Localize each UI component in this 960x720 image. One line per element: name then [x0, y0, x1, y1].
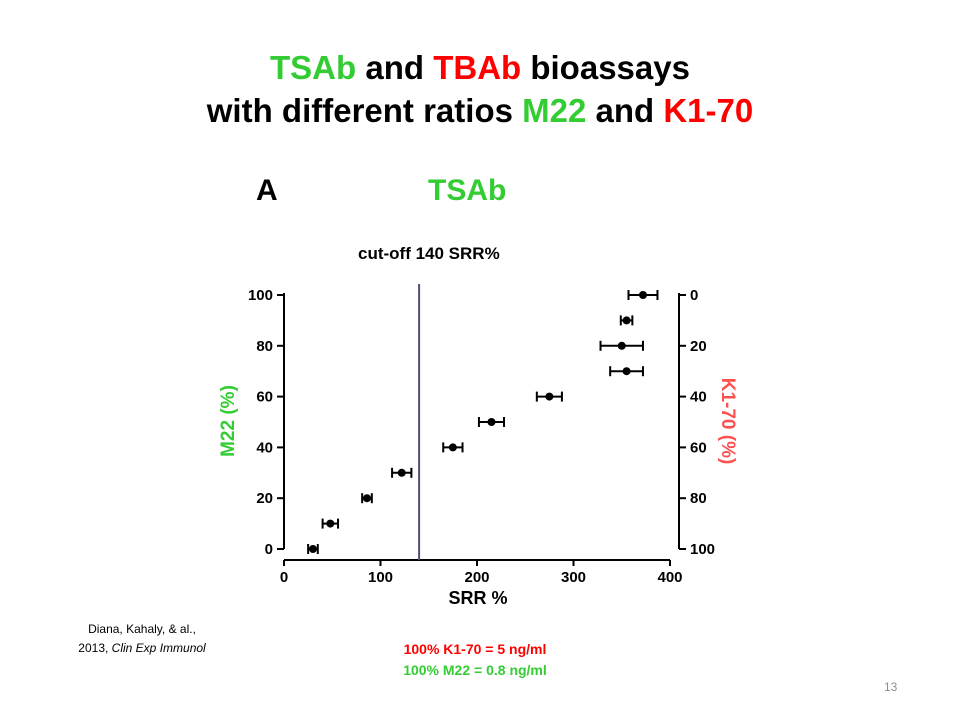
- point-marker: [326, 519, 335, 528]
- note-k170: 100% K1-70 = 5 ng/ml: [403, 641, 547, 657]
- point-marker: [638, 291, 647, 299]
- citation: Diana, Kahaly, & al., 2013, Clin Exp Imm…: [62, 620, 222, 658]
- x-tick-label: 0: [280, 569, 288, 586]
- point-marker: [397, 468, 406, 477]
- point-marker: [448, 443, 457, 452]
- cutoff-label: cut-off 140 SRR%: [358, 244, 500, 263]
- point-marker: [545, 392, 554, 401]
- slide-title: TSAb and TBAb bioassays with different r…: [0, 46, 960, 132]
- data-point: [627, 290, 659, 300]
- title-part: M22: [522, 92, 587, 129]
- data-point: [477, 417, 506, 427]
- data-point: [321, 518, 340, 529]
- y-ticks-left: 0 20 40 60 80 100: [248, 287, 284, 558]
- y-tick-label: 60: [256, 389, 273, 406]
- y-ticks-right: 0 20 40 60 80 100: [679, 287, 715, 558]
- point-marker: [622, 367, 631, 376]
- citation-year: 2013,: [78, 641, 112, 655]
- y-tick-label: 20: [256, 490, 273, 507]
- point-marker: [617, 341, 626, 350]
- point-marker: [487, 418, 496, 426]
- data-point: [442, 442, 464, 453]
- y2-tick-label: 60: [690, 439, 707, 456]
- point-marker: [622, 316, 631, 325]
- data-point: [361, 493, 373, 504]
- data-point: [535, 391, 563, 402]
- title-part: bioassays: [521, 49, 690, 86]
- x-tick-label: 200: [464, 569, 489, 586]
- data-point: [599, 340, 644, 351]
- page-number: 13: [884, 680, 898, 694]
- x-tick-label: 400: [657, 569, 682, 586]
- y2-tick-label: 20: [690, 338, 707, 355]
- point-marker: [362, 494, 371, 503]
- citation-journal: Clin Exp Immunol: [111, 641, 206, 655]
- y-tick-label: 80: [256, 338, 273, 355]
- concentration-notes: 100% K1-70 = 5 ng/ml 100% M22 = 0.8 ng/m…: [340, 639, 610, 681]
- y-axis-label: M22 (%): [218, 385, 239, 457]
- x-axis-label: SRR %: [448, 588, 507, 608]
- y2-tick-label: 0: [690, 287, 698, 304]
- title-part: K1-70: [663, 92, 754, 129]
- x-tick-label: 100: [368, 569, 393, 586]
- panel-title: TSAb: [428, 174, 507, 207]
- title-line-1: TSAb and TBAb bioassays: [0, 46, 960, 89]
- data-point: [619, 315, 634, 326]
- data-point: [391, 467, 413, 478]
- x-ticks: 0 100 200 300 400: [280, 560, 683, 586]
- y-tick-label: 40: [256, 439, 273, 456]
- note-m22: 100% M22 = 0.8 ng/ml: [403, 662, 547, 678]
- y2-tick-label: 40: [690, 389, 707, 406]
- title-part: with different ratios: [206, 92, 523, 129]
- y-tick-label: 100: [248, 287, 273, 304]
- y2-tick-label: 80: [690, 490, 707, 507]
- title-part: TBAb: [433, 49, 522, 86]
- title-line-2: with different ratios M22 and K1-70: [0, 89, 960, 132]
- y2-tick-label: 100: [690, 541, 715, 558]
- title-part: TSAb: [270, 49, 357, 86]
- y2-axis-label: K1-70 (%): [717, 378, 738, 465]
- citation-source: 2013, Clin Exp Immunol: [62, 639, 222, 658]
- panel-letter: A: [256, 174, 278, 207]
- data-point: [307, 544, 319, 554]
- point-marker: [308, 545, 317, 553]
- title-part: and: [356, 49, 434, 86]
- data-point: [609, 366, 644, 377]
- x-tick-label: 300: [561, 569, 586, 586]
- title-part: and: [586, 92, 664, 129]
- citation-authors: Diana, Kahaly, & al.,: [88, 622, 196, 636]
- data-points: [307, 290, 659, 554]
- y-tick-label: 0: [265, 541, 273, 558]
